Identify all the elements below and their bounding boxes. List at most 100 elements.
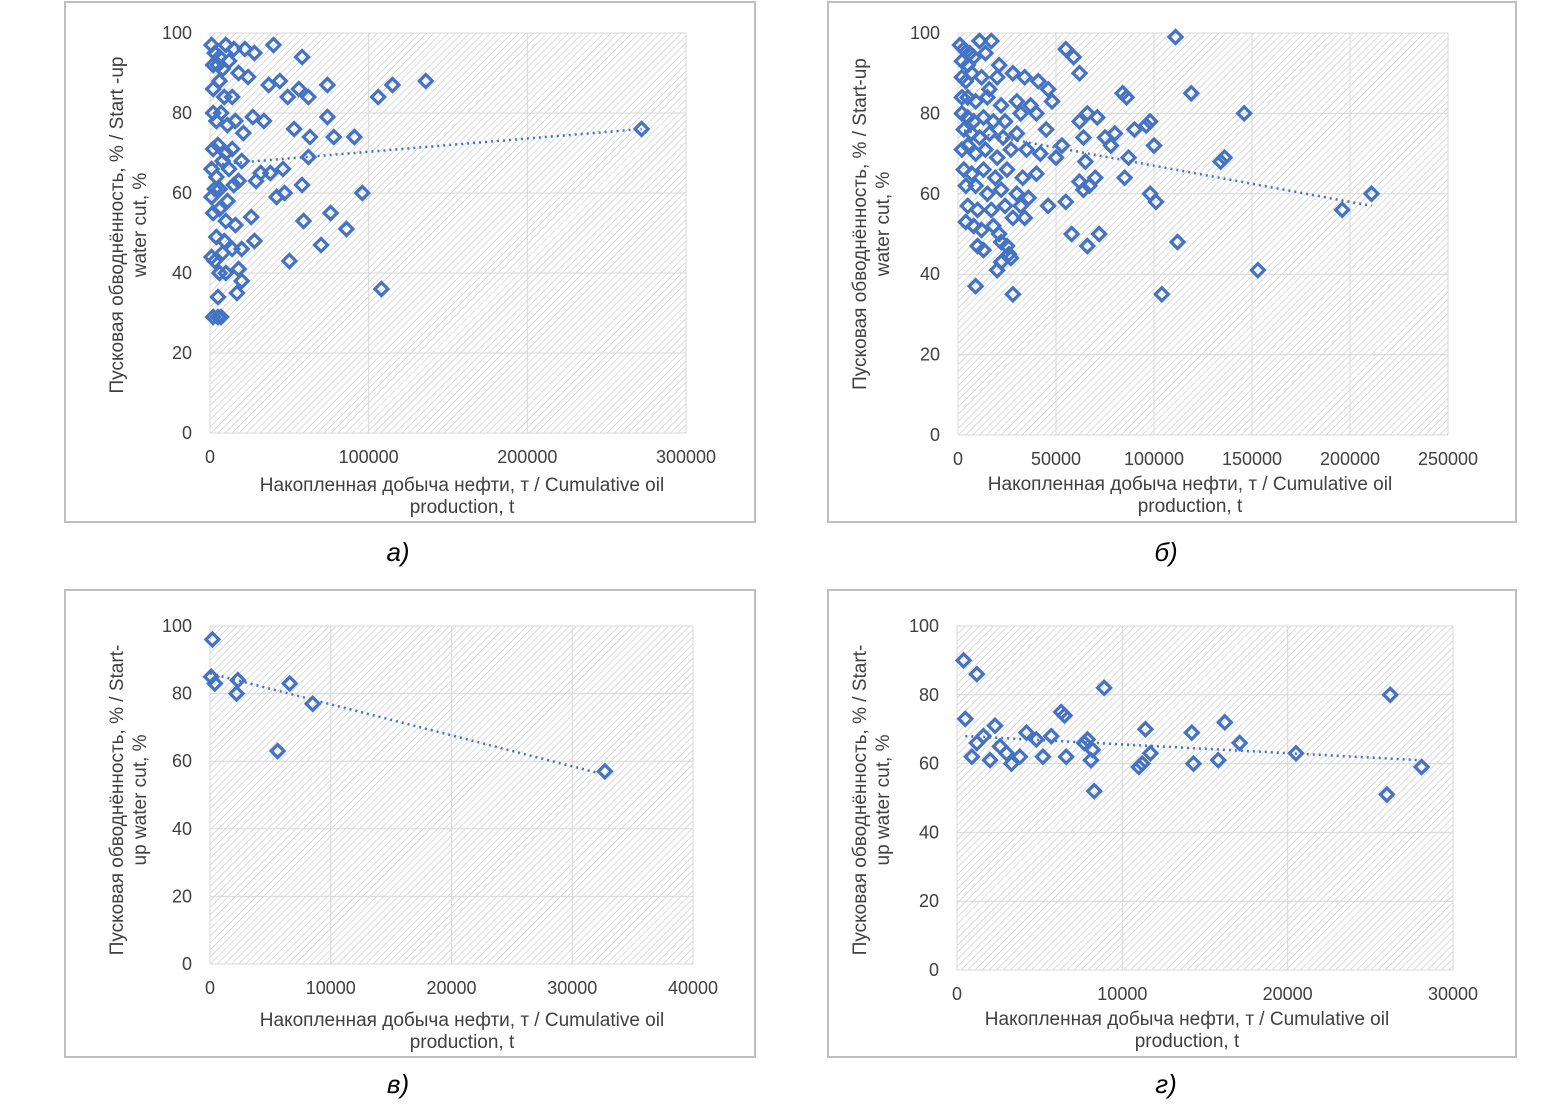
data-point-marker [318, 76, 337, 94]
data-point-marker [978, 88, 997, 107]
data-point-marker [632, 120, 651, 138]
data-point-marker [1043, 92, 1061, 111]
data-point-marker [242, 208, 261, 226]
data-point-marker [239, 68, 257, 86]
data-point-marker [982, 201, 1001, 219]
data-point-marker [1182, 84, 1201, 103]
data-point-marker [1145, 136, 1163, 155]
x-tick-labels: 0 50000 100000 150000 200000 250000 [953, 449, 1478, 469]
data-point-marker [1168, 233, 1187, 251]
data-point-marker [1027, 730, 1046, 749]
data-point-marker [290, 80, 308, 98]
data-point-marker [972, 68, 991, 86]
data-point-marker [1002, 140, 1020, 159]
x-tick-label: 10000 [1097, 984, 1147, 1004]
y-axis-title-line-1: Пусковая обводнённость, % / Start- [850, 645, 871, 956]
data-point-marker [205, 180, 224, 198]
data-point-marker [234, 124, 253, 142]
data-point-marker [966, 277, 985, 296]
data-point-marker [976, 44, 995, 62]
x-tick-label: 0 [953, 449, 963, 469]
x-tick-label: 250000 [1418, 449, 1478, 469]
data-point-marker [1013, 168, 1032, 187]
data-point-marker [204, 204, 222, 222]
y-tick-label: 60 [172, 183, 192, 203]
y-tick-labels: 0 20 40 60 80 100 [909, 616, 939, 980]
data-point-marker [998, 160, 1016, 179]
data-point-marker [990, 225, 1008, 243]
x-tick-label: 30000 [547, 978, 597, 998]
data-point-marker [293, 48, 311, 66]
x-tick-label: 50000 [1031, 449, 1081, 469]
data-point-marker [982, 32, 1001, 50]
data-point-marker [1011, 197, 1030, 215]
data-point-marker [980, 80, 999, 99]
data-point-marker [1287, 744, 1305, 763]
data-point-marker [232, 152, 251, 170]
x-tick-label: 10000 [306, 978, 356, 998]
data-point-marker [1047, 148, 1065, 167]
data-point-marker [245, 44, 264, 62]
y-tick-label: 0 [930, 425, 940, 445]
data-point-marker [225, 176, 243, 194]
data-point-marker [1230, 734, 1249, 752]
data-point-marker [988, 68, 1006, 86]
data-point-marker [301, 128, 319, 146]
data-point-marker [1074, 128, 1093, 147]
x-tick-label: 0 [952, 984, 962, 1004]
y-axis-title-line-1: Пусковая обводнённость, % / Start -up [107, 57, 128, 394]
x-tick-label: 200000 [1320, 449, 1380, 469]
data-point-marker [1002, 249, 1020, 267]
data-point-marker [962, 164, 981, 183]
data-point-marker [992, 96, 1010, 115]
data-point-marker [1333, 201, 1351, 219]
x-axis-title-line-1: Накопленная добыча нефти, т / Cumulative… [260, 1010, 664, 1031]
data-point-marker [959, 136, 977, 155]
data-point-marker [204, 56, 222, 74]
data-point-marker [1136, 720, 1155, 738]
data-point-marker [970, 32, 989, 50]
data-point-marker [1133, 754, 1151, 773]
data-point-marker [285, 120, 303, 138]
data-point-marker [218, 192, 237, 210]
y-axis-title-line-2: water cut, % [873, 172, 894, 278]
data-point-marker [299, 148, 318, 166]
y-tick-label: 40 [172, 819, 192, 839]
data-point-marker [293, 176, 311, 194]
data-point-marker [1034, 747, 1052, 766]
data-point-marker [996, 112, 1014, 131]
data-point-marker [1166, 28, 1185, 46]
chart-panel-v: 0 20 40 60 80 100 0 10000 20000 30000 40000 Пуско… [64, 589, 756, 1099]
data-point-marker [1037, 120, 1055, 139]
data-point-marker [212, 308, 230, 326]
panel-caption: г) [1155, 1069, 1176, 1099]
data-point-marker [1381, 686, 1399, 704]
data-point-marker [1216, 713, 1234, 732]
data-point-marker [226, 216, 245, 234]
x-axis-title-line-1: Накопленная добыча нефти, т / Cumulative… [988, 474, 1392, 495]
data-point-marker [324, 128, 343, 146]
gridlines [209, 32, 687, 434]
data-point-marker [223, 140, 241, 158]
x-tick-label: 0 [205, 447, 215, 467]
x-tick-label: 20000 [426, 978, 476, 998]
y-tick-label: 0 [929, 960, 939, 980]
y-tick-label: 20 [172, 343, 192, 363]
data-point-marker [205, 252, 224, 270]
y-tick-label: 20 [919, 891, 939, 911]
data-point-marker [1137, 116, 1155, 135]
data-point-marker [337, 220, 356, 238]
data-point-marker [980, 124, 999, 143]
x-tick-label: 300000 [656, 447, 716, 467]
data-point-marker [232, 240, 251, 258]
data-point-marker [210, 200, 229, 218]
data-point-marker [1057, 40, 1075, 58]
y-axis-title-line-2: water cut, % [130, 173, 151, 279]
data-point-marker [1008, 185, 1026, 203]
x-axis-title-line-2: production, t [410, 1032, 515, 1053]
data-point-marker [280, 674, 299, 693]
data-point-marker [209, 136, 227, 154]
data-point-marker [210, 180, 229, 198]
y-tick-label: 60 [919, 754, 939, 774]
data-point-marker [1031, 144, 1050, 163]
